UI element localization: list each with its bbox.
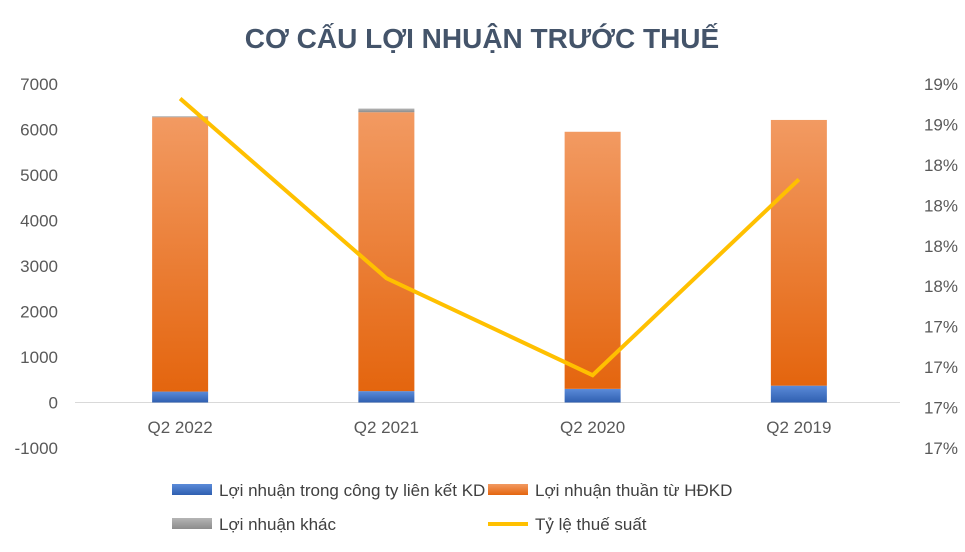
left-tick-label: 7000	[20, 75, 58, 94]
left-tick-label: -1000	[15, 439, 58, 458]
left-tick-label: 0	[49, 394, 58, 413]
right-tick-label: 18%	[924, 277, 958, 296]
right-tick-label: 19%	[924, 75, 958, 94]
left-tick-label: 2000	[20, 303, 58, 322]
legend-item: Lợi nhuận khác	[172, 515, 337, 534]
left-axis-ticks: -1000 0 1000 2000 3000 4000 5000 6000 7000	[15, 75, 58, 458]
x-category-label: Q2 2019	[766, 418, 831, 437]
x-axis-labels: Q2 2022 Q2 2021 Q2 2020 Q2 2019	[148, 418, 832, 437]
right-tick-label: 17%	[924, 399, 958, 418]
legend-swatch	[488, 484, 528, 495]
right-tick-label: 19%	[924, 115, 958, 134]
legend: Lợi nhuận trong công ty liên kết KD Lợi n…	[172, 481, 732, 534]
bar-segment	[770, 385, 827, 403]
right-tick-label: 17%	[924, 358, 958, 377]
chart-title: CƠ CẤU LỢI NHUẬN TRƯỚC THUẾ	[245, 23, 719, 54]
x-category-label: Q2 2022	[148, 418, 213, 437]
tax-rate-line	[178, 97, 801, 378]
legend-item: Tỷ lệ thuế suất	[488, 515, 647, 534]
legend-item: Lợi nhuận thuần từ HĐKD	[488, 481, 732, 500]
right-tick-label: 18%	[924, 196, 958, 215]
left-tick-label: 1000	[20, 348, 58, 367]
left-tick-label: 3000	[20, 257, 58, 276]
legend-swatch	[172, 518, 212, 529]
bar-segment	[152, 391, 209, 403]
left-tick-label: 6000	[20, 121, 58, 140]
x-category-label: Q2 2020	[560, 418, 625, 437]
right-tick-label: 17%	[924, 318, 958, 337]
bar-segment	[358, 112, 415, 392]
bar-segment	[358, 108, 415, 113]
left-tick-label: 4000	[20, 212, 58, 231]
legend-swatch	[172, 484, 212, 495]
bar-segment	[564, 131, 621, 389]
bar-segment	[152, 117, 209, 392]
right-tick-label: 18%	[924, 237, 958, 256]
bar-segment	[770, 119, 827, 386]
right-tick-label: 18%	[924, 156, 958, 175]
legend-label: Lợi nhuận trong công ty liên kết KD	[219, 481, 485, 500]
bar-segment	[358, 391, 415, 403]
left-tick-label: 5000	[20, 166, 58, 185]
legend-label: Lợi nhuận khác	[219, 515, 337, 534]
right-axis-ticks: 17% 17% 17% 17% 18% 18% 18% 18% 19% 19%	[924, 75, 958, 458]
bar-segment	[564, 388, 621, 403]
legend-label: Tỷ lệ thuế suất	[535, 515, 647, 534]
line-series-group	[178, 97, 801, 378]
x-category-label: Q2 2021	[354, 418, 419, 437]
legend-item: Lợi nhuận trong công ty liên kết KD	[172, 481, 485, 500]
bar-segment	[152, 116, 209, 118]
legend-label: Lợi nhuận thuần từ HĐKD	[535, 481, 732, 500]
right-tick-label: 17%	[924, 439, 958, 458]
bars-group	[152, 108, 827, 403]
